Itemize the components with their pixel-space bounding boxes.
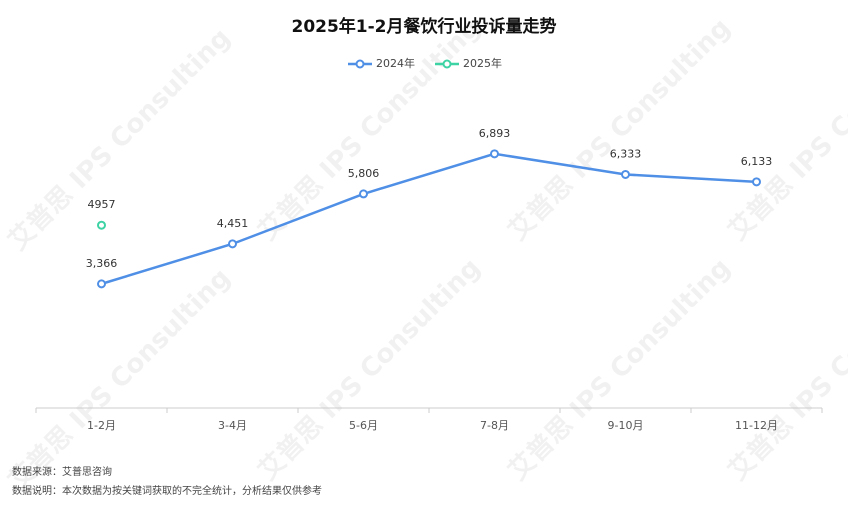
point <box>752 177 761 187</box>
point <box>621 169 630 179</box>
point <box>359 189 368 199</box>
value-label: 6,133 <box>741 155 773 168</box>
x-tick-label: 5-6月 <box>349 419 378 432</box>
value-label: 3,366 <box>86 257 118 270</box>
watermark: 艾普思 IPS Consulting <box>722 252 848 486</box>
value-label: 5,806 <box>348 167 380 180</box>
x-tick-label: 3-4月 <box>218 419 247 432</box>
x-tick-label: 7-8月 <box>480 419 509 432</box>
series-line <box>101 152 757 286</box>
watermark: 艾普思 IPS Consulting <box>2 262 236 496</box>
x-tick-label: 9-10月 <box>608 419 644 432</box>
source: 数据来源：艾普思咨询 <box>12 465 112 478</box>
value-label: 6,333 <box>610 147 642 160</box>
watermark: 艾普思 IPS Consulting <box>252 12 486 246</box>
watermark: 艾普思 IPS Consulting <box>722 12 848 246</box>
watermarks: 艾普思 IPS Consulting 艾普思 IPS Consulting 艾普思 … <box>2 12 848 496</box>
point <box>97 279 106 289</box>
x-tick-label: 11-12月 <box>735 419 778 432</box>
watermark: 艾普思 IPS Consulting <box>502 12 736 246</box>
value-label: 4,451 <box>217 217 249 230</box>
watermark: 艾普思 IPS Consulting <box>2 22 236 256</box>
point <box>97 220 106 230</box>
watermark: 艾普思 IPS Consulting <box>252 252 486 486</box>
watermark: 艾普思 IPS Consulting <box>502 252 736 486</box>
point <box>228 239 237 249</box>
legend-label: 2025年 <box>463 56 502 70</box>
point <box>490 149 499 159</box>
value-label: 6,893 <box>479 127 511 140</box>
note: 数据说明：本次数据为按关键词获取的不完全统计，分析结果仅供参考 <box>12 484 322 497</box>
legend-label: 2024年 <box>376 56 415 70</box>
legend-marker <box>442 59 452 69</box>
chart-title: 2025年1-2月餐饮行业投诉量走势 <box>291 16 556 37</box>
x-tick-label: 1-2月 <box>87 419 116 432</box>
value-label: 4957 <box>88 198 116 211</box>
legend-marker <box>355 59 365 69</box>
